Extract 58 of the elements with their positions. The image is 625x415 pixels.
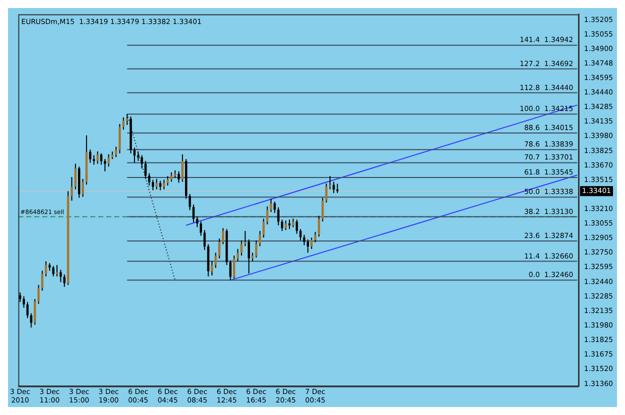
candlestick — [159, 180, 162, 191]
candlestick — [170, 172, 172, 182]
candlestick — [288, 219, 291, 230]
candlestick — [34, 298, 36, 326]
candlestick — [284, 220, 287, 231]
candlestick — [89, 149, 92, 164]
candlestick — [41, 270, 44, 292]
candlestick — [218, 238, 220, 259]
candlestick — [248, 238, 250, 274]
candlestick — [232, 255, 236, 279]
candlestick — [162, 179, 166, 190]
candlestick — [156, 178, 158, 190]
candlestick — [104, 158, 106, 172]
candlestick — [30, 312, 32, 328]
candlestick — [178, 170, 180, 184]
candlestick — [74, 163, 77, 190]
candlestick — [166, 176, 169, 186]
candlestick — [148, 172, 150, 186]
candlestick — [203, 230, 206, 250]
candlestick — [60, 269, 62, 283]
candlestick — [192, 204, 195, 223]
candlestick — [214, 252, 217, 268]
candlestick — [303, 234, 306, 246]
candlestick — [262, 218, 265, 238]
candlestick — [236, 248, 239, 262]
candlestick — [255, 240, 258, 258]
candlestick — [310, 237, 313, 250]
candlestick — [118, 124, 121, 154]
candlestick — [229, 260, 232, 281]
candlestick — [240, 240, 243, 256]
candlestick — [100, 152, 102, 166]
candlestick — [92, 154, 96, 166]
candlestick — [140, 154, 143, 169]
candlestick — [188, 194, 191, 211]
candlestick — [56, 264, 58, 277]
candlestick — [318, 215, 320, 238]
candlestick — [96, 150, 99, 164]
candlestick — [137, 150, 140, 162]
candlestick — [270, 198, 272, 213]
candlestick — [70, 176, 73, 202]
candlestick — [22, 296, 25, 308]
candlestick — [280, 219, 284, 232]
candlestick — [26, 301, 29, 319]
candlestick — [332, 181, 335, 194]
candlestick — [296, 219, 298, 234]
candlestick — [196, 216, 198, 228]
candlestick — [299, 228, 302, 241]
candlestick — [108, 154, 110, 168]
candlestick — [314, 231, 316, 243]
candlestick — [328, 176, 332, 190]
candlestick — [325, 183, 328, 204]
candlestick — [274, 201, 276, 214]
candlestick — [322, 197, 324, 222]
candlestick — [266, 206, 268, 225]
candlestick — [52, 265, 54, 277]
candlestick — [133, 147, 136, 164]
candlestick — [122, 116, 125, 130]
candlestick — [152, 179, 154, 191]
